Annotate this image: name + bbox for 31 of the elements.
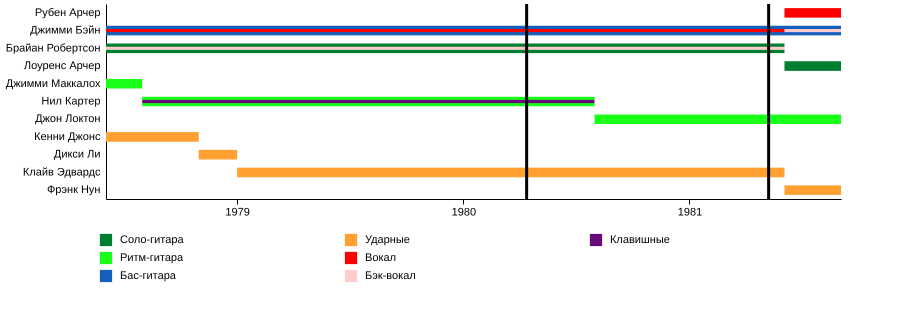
y-tick-label: Рубен Арчер bbox=[34, 6, 100, 19]
y-tick-label: Нил Картер bbox=[41, 96, 100, 108]
legend-label: Клавишные bbox=[610, 234, 670, 246]
bar bbox=[784, 61, 841, 71]
legend-label: Бас-гитара bbox=[120, 270, 177, 282]
bar bbox=[594, 114, 841, 124]
bar bbox=[106, 132, 199, 142]
bar bbox=[237, 168, 784, 178]
legend-label: Ударные bbox=[365, 234, 410, 246]
bar bbox=[784, 185, 841, 195]
legend-label: Соло-гитара bbox=[120, 234, 184, 246]
bar bbox=[142, 100, 594, 104]
bar bbox=[784, 28, 841, 32]
y-tick-label: Дикси Ли bbox=[54, 148, 100, 161]
legend-label: Бэк-вокал bbox=[365, 270, 416, 282]
y-tick-label: Клайв Эдвардс bbox=[22, 166, 101, 178]
y-tick-label: Джимми Бэйн bbox=[30, 24, 100, 37]
x-tick-label: 1981 bbox=[678, 206, 702, 218]
bar bbox=[198, 150, 238, 160]
bar bbox=[106, 46, 784, 50]
y-tick-label: Брайан Робертсон bbox=[6, 42, 100, 54]
y-tick-label: Фрэнк Нун bbox=[46, 184, 100, 196]
x-tick-label: 1980 bbox=[452, 206, 476, 218]
bar bbox=[106, 78, 142, 89]
y-tick-label: Джимми Маккалох bbox=[6, 78, 101, 90]
y-tick-label: Джон Локтон bbox=[35, 113, 100, 126]
y-tick-label: Лоуренс Арчер bbox=[24, 60, 100, 72]
y-tick-label: Кенни Джонс bbox=[34, 130, 101, 143]
x-tick-label: 1979 bbox=[225, 206, 250, 218]
legend-label: Ритм-гитара bbox=[120, 252, 184, 264]
legend-label: Вокал bbox=[365, 252, 396, 264]
